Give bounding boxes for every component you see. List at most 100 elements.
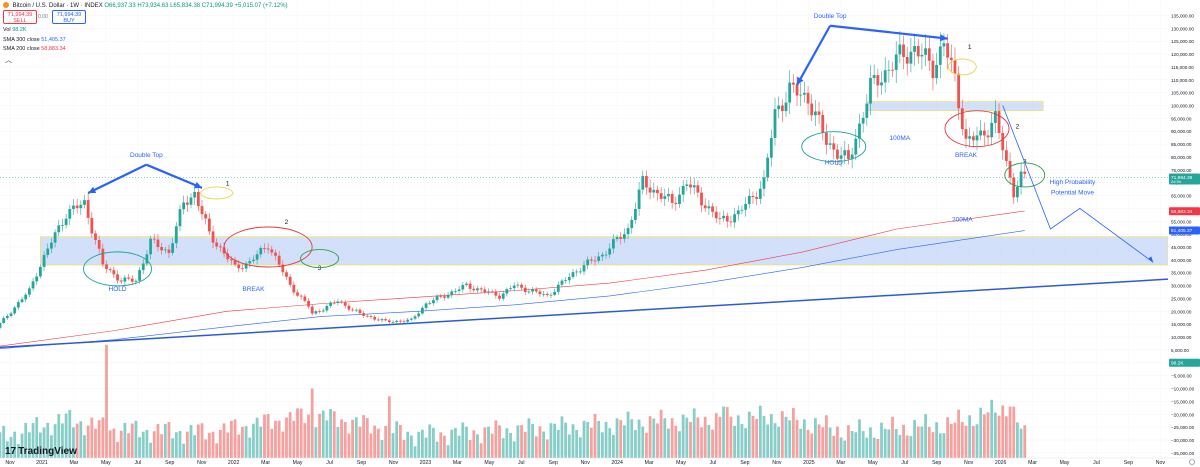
sell-button[interactable]: 71,994.39 SELL bbox=[3, 10, 37, 24]
volume-bar bbox=[523, 431, 527, 458]
buy-button[interactable]: 71,994.39 BUY bbox=[52, 10, 86, 24]
candle-body bbox=[454, 290, 457, 292]
chevron-up-icon[interactable]: ︿ bbox=[5, 57, 12, 64]
volume-bar bbox=[79, 421, 83, 458]
volume-bar bbox=[35, 417, 39, 458]
candle-body bbox=[204, 214, 208, 219]
volume-bar bbox=[982, 414, 986, 458]
candle-body bbox=[600, 254, 604, 257]
volume-bar bbox=[189, 425, 193, 458]
support-zones bbox=[40, 101, 1169, 266]
candle-body bbox=[784, 102, 788, 112]
volume-bar bbox=[630, 419, 634, 458]
candle-body bbox=[494, 291, 498, 296]
time-tick-label: Jul bbox=[710, 460, 717, 466]
volume-bar bbox=[898, 434, 902, 458]
candle-body bbox=[861, 117, 865, 124]
volume-bar bbox=[83, 435, 86, 458]
volume-bar bbox=[13, 431, 17, 458]
sma300-legend[interactable]: SMA 300 close 51,405.37 bbox=[3, 37, 66, 43]
candle-body bbox=[509, 288, 512, 290]
volume-bar bbox=[795, 419, 799, 458]
candle-body bbox=[571, 272, 575, 277]
volume-bar bbox=[252, 423, 255, 458]
price-axis[interactable]: 135,000.00 130,000.00 125,000.00 120,000.00… bbox=[1168, 0, 1200, 467]
volume-bar bbox=[916, 426, 920, 458]
candle-body bbox=[788, 82, 792, 103]
volume-bar bbox=[960, 422, 964, 458]
price-marker-label: 71,994.39 bbox=[1171, 175, 1193, 181]
volume-bar bbox=[880, 422, 883, 458]
candle-body bbox=[112, 270, 116, 275]
volume-bar bbox=[160, 434, 164, 458]
candle-body bbox=[990, 122, 994, 138]
spread-value: 0.00 bbox=[38, 14, 48, 20]
volume-bar bbox=[968, 415, 972, 458]
time-tick-label: May bbox=[868, 460, 878, 466]
ohlc-values: O66,937.33 H73,934.63 L65,834.38 C71,994… bbox=[104, 3, 288, 9]
candle-body bbox=[310, 306, 314, 314]
candle-body bbox=[347, 305, 351, 310]
price-tick-label: 95,000.00 bbox=[1171, 116, 1192, 121]
volume-bar bbox=[549, 423, 553, 458]
symbol-header: Bitcoin / U.S. Dollar · 1W · INDEX O66,9… bbox=[3, 2, 288, 9]
sma200-legend[interactable]: SMA 200 close 58,883.34 bbox=[3, 46, 66, 52]
candle-body bbox=[380, 319, 384, 321]
volume-bar bbox=[490, 433, 494, 458]
candle-body bbox=[619, 237, 623, 239]
candle-body bbox=[196, 191, 200, 207]
vol-value: 98.2K bbox=[12, 27, 27, 33]
price-marker bbox=[1169, 358, 1200, 367]
annotation-label: Potential Move bbox=[1051, 189, 1094, 196]
candle-body bbox=[185, 202, 189, 205]
candle-body bbox=[560, 280, 564, 285]
candle-body bbox=[450, 291, 454, 295]
price-tick-label: −15,000.00 bbox=[1171, 399, 1195, 404]
volume-bar bbox=[417, 431, 421, 458]
annotations: Double Top HOLD BREAK 1 2 3 Double Top HOLD 100M… bbox=[83, 13, 1154, 293]
volume-bar bbox=[443, 435, 446, 458]
volume-bar bbox=[531, 423, 534, 458]
volume-indicator-legend[interactable]: Vol 98.2K bbox=[3, 27, 27, 33]
candle-body bbox=[417, 313, 421, 317]
candle-body bbox=[141, 263, 145, 271]
candle-body bbox=[736, 210, 740, 215]
time-tick-label: Mar bbox=[645, 460, 654, 466]
price-tick-label: −10,000.00 bbox=[1171, 387, 1195, 392]
volume-bar bbox=[780, 411, 784, 458]
time-tick-label: Mar bbox=[261, 460, 270, 466]
volume-bar bbox=[340, 419, 343, 458]
candle-body bbox=[369, 316, 373, 318]
price-tick-label: 30,000.00 bbox=[1171, 284, 1192, 289]
candle-body bbox=[678, 194, 681, 204]
candle-body bbox=[611, 239, 615, 249]
price-tick-label: −20,000.00 bbox=[1171, 412, 1195, 417]
candle-body bbox=[894, 54, 898, 70]
volume-bar bbox=[799, 428, 803, 458]
volume-bar bbox=[876, 438, 880, 458]
time-axis[interactable]: Nov 2021 Mar May Jul Sep Nov 2022 Mar May Jul Sep No… bbox=[0, 457, 1200, 466]
volume-bar bbox=[299, 408, 303, 458]
candle-body bbox=[266, 248, 270, 250]
buy-label: BUY bbox=[63, 18, 75, 24]
candle-body bbox=[61, 225, 64, 226]
candle-body bbox=[869, 77, 872, 104]
candle-body bbox=[968, 136, 972, 139]
candle-body bbox=[593, 260, 597, 262]
volume-bar bbox=[230, 420, 233, 458]
candle-body bbox=[931, 60, 935, 79]
volume-bar bbox=[703, 416, 707, 458]
volume-bar bbox=[769, 414, 773, 458]
time-tick-label: May bbox=[1060, 460, 1070, 466]
price-tick-label: 80,000.00 bbox=[1171, 155, 1192, 160]
volume-bar bbox=[578, 437, 582, 458]
candle-body bbox=[277, 255, 281, 265]
symbol-title[interactable]: Bitcoin / U.S. Dollar · 1W · INDEX bbox=[12, 3, 103, 9]
candle-body bbox=[681, 185, 685, 195]
volume-bar bbox=[707, 424, 711, 458]
volume-bar bbox=[678, 431, 681, 458]
candle-body bbox=[582, 265, 586, 272]
volume-bar bbox=[39, 432, 42, 458]
candle-body bbox=[24, 294, 28, 300]
